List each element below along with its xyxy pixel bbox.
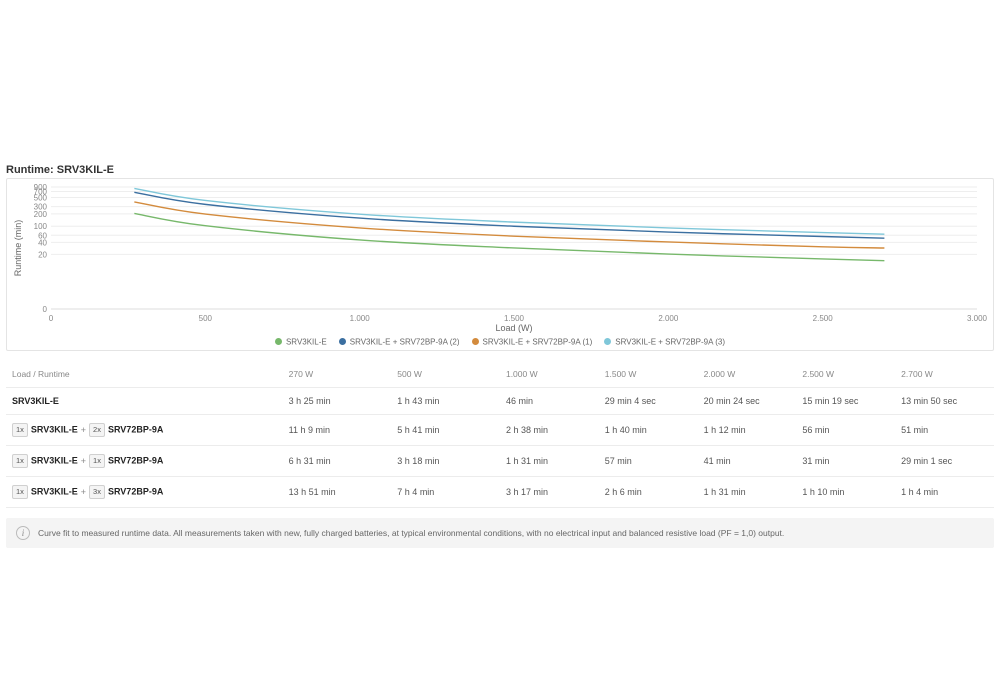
runtime-cell: 29 min 4 sec xyxy=(599,388,698,415)
legend-label: SRV3KIL-E + SRV72BP-9A (1) xyxy=(483,337,593,346)
table-header-row: Load / Runtime270 W500 W1.000 W1.500 W2.… xyxy=(6,361,994,388)
runtime-cell: 3 h 25 min xyxy=(283,388,392,415)
runtime-cell: 56 min xyxy=(796,415,895,446)
footnote-text: Curve fit to measured runtime data. All … xyxy=(38,528,784,538)
title-prefix: Runtime: xyxy=(6,164,57,176)
runtime-cell: 20 min 24 sec xyxy=(698,388,797,415)
svg-text:Runtime (min): Runtime (min) xyxy=(13,220,23,277)
legend-swatch xyxy=(604,338,611,345)
svg-text:0: 0 xyxy=(49,314,54,323)
page-root: Runtime: SRV3KIL-E 020406010020030050070… xyxy=(0,160,1000,558)
table-row: SRV3KIL-E3 h 25 min1 h 43 min46 min29 mi… xyxy=(6,388,994,415)
legend-swatch xyxy=(472,338,479,345)
svg-text:1.500: 1.500 xyxy=(504,314,525,323)
runtime-chart-card: 020406010020030050070090005001.0001.5002… xyxy=(6,178,994,351)
runtime-cell: 15 min 19 sec xyxy=(796,388,895,415)
runtime-cell: 5 h 41 min xyxy=(391,415,500,446)
legend-label: SRV3KIL-E + SRV72BP-9A (2) xyxy=(350,337,460,346)
runtime-cell: 2 h 6 min xyxy=(599,477,698,508)
runtime-cell: 3 h 17 min xyxy=(500,477,599,508)
legend-label: SRV3KIL-E + SRV72BP-9A (3) xyxy=(615,337,725,346)
chart-title: Runtime: SRV3KIL-E xyxy=(6,164,994,176)
runtime-cell: 41 min xyxy=(698,446,797,477)
table-header-cell: 2.500 W xyxy=(796,361,895,388)
svg-text:Load (W): Load (W) xyxy=(495,323,532,333)
runtime-cell: 6 h 31 min xyxy=(283,446,392,477)
runtime-cell: 1 h 40 min xyxy=(599,415,698,446)
runtime-cell: 1 h 43 min xyxy=(391,388,500,415)
legend-swatch xyxy=(339,338,346,345)
runtime-cell: 7 h 4 min xyxy=(391,477,500,508)
svg-text:300: 300 xyxy=(34,203,48,212)
table-header-cell: 1.500 W xyxy=(599,361,698,388)
runtime-cell: 2 h 38 min xyxy=(500,415,599,446)
legend-item[interactable]: SRV3KIL-E xyxy=(275,337,327,346)
svg-text:500: 500 xyxy=(199,314,213,323)
footnote-bar: i Curve fit to measured runtime data. Al… xyxy=(6,518,994,548)
runtime-cell: 57 min xyxy=(599,446,698,477)
runtime-cell: 13 min 50 sec xyxy=(895,388,994,415)
legend-item[interactable]: SRV3KIL-E + SRV72BP-9A (1) xyxy=(472,337,593,346)
row-label: 1xSRV3KIL-E+2xSRV72BP-9A xyxy=(6,415,283,446)
runtime-cell: 1 h 10 min xyxy=(796,477,895,508)
runtime-cell: 1 h 31 min xyxy=(698,477,797,508)
svg-text:60: 60 xyxy=(38,231,47,240)
svg-text:900: 900 xyxy=(34,183,48,192)
runtime-cell: 31 min xyxy=(796,446,895,477)
row-label: 1xSRV3KIL-E+1xSRV72BP-9A xyxy=(6,446,283,477)
runtime-cell: 11 h 9 min xyxy=(283,415,392,446)
runtime-cell: 1 h 31 min xyxy=(500,446,599,477)
chart-legend: SRV3KIL-E SRV3KIL-E + SRV72BP-9A (2) SRV3K… xyxy=(11,333,989,348)
legend-swatch xyxy=(275,338,282,345)
runtime-cell: 1 h 4 min xyxy=(895,477,994,508)
table-header-cell: Load / Runtime xyxy=(6,361,283,388)
table-header-cell: 500 W xyxy=(391,361,500,388)
runtime-cell: 1 h 12 min xyxy=(698,415,797,446)
row-label: 1xSRV3KIL-E+3xSRV72BP-9A xyxy=(6,477,283,508)
legend-label: SRV3KIL-E xyxy=(286,337,327,346)
info-icon: i xyxy=(16,526,30,540)
svg-text:3.000: 3.000 xyxy=(967,314,987,323)
legend-item[interactable]: SRV3KIL-E + SRV72BP-9A (2) xyxy=(339,337,460,346)
svg-text:20: 20 xyxy=(38,250,47,259)
table-header-cell: 2.000 W xyxy=(698,361,797,388)
runtime-cell: 46 min xyxy=(500,388,599,415)
runtime-cell: 13 h 51 min xyxy=(283,477,392,508)
table-header-cell: 270 W xyxy=(283,361,392,388)
table-row: 1xSRV3KIL-E+1xSRV72BP-9A6 h 31 min3 h 18… xyxy=(6,446,994,477)
runtime-cell: 29 min 1 sec xyxy=(895,446,994,477)
runtime-cell: 51 min xyxy=(895,415,994,446)
legend-item[interactable]: SRV3KIL-E + SRV72BP-9A (3) xyxy=(604,337,725,346)
row-label: SRV3KIL-E xyxy=(6,388,283,415)
svg-text:100: 100 xyxy=(34,222,48,231)
svg-text:1.000: 1.000 xyxy=(350,314,371,323)
svg-text:2.500: 2.500 xyxy=(813,314,834,323)
table-header-cell: 1.000 W xyxy=(500,361,599,388)
title-model: SRV3KIL-E xyxy=(57,164,114,176)
svg-text:2.000: 2.000 xyxy=(658,314,679,323)
runtime-table: Load / Runtime270 W500 W1.000 W1.500 W2.… xyxy=(6,361,994,508)
runtime-cell: 3 h 18 min xyxy=(391,446,500,477)
table-row: 1xSRV3KIL-E+3xSRV72BP-9A13 h 51 min7 h 4… xyxy=(6,477,994,508)
table-header-cell: 2.700 W xyxy=(895,361,994,388)
runtime-line-chart: 020406010020030050070090005001.0001.5002… xyxy=(11,183,987,333)
table-row: 1xSRV3KIL-E+2xSRV72BP-9A11 h 9 min5 h 41… xyxy=(6,415,994,446)
svg-text:0: 0 xyxy=(43,305,48,314)
